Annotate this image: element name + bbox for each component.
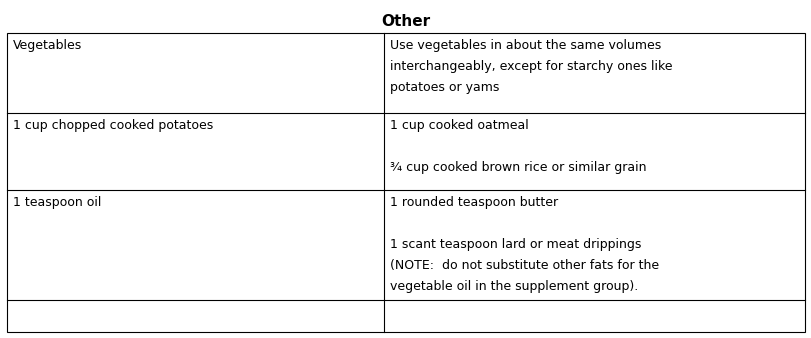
Text: 1 teaspoon oil: 1 teaspoon oil [13,196,101,209]
Text: 1 cup cooked oatmeal

¾ cup cooked brown rice or similar grain: 1 cup cooked oatmeal ¾ cup cooked brown … [389,119,646,174]
Bar [7,33,804,332]
Text: Other: Other [381,14,430,29]
Text: 1 rounded teaspoon butter

1 scant teaspoon lard or meat drippings
(NOTE:  do no: 1 rounded teaspoon butter 1 scant teaspo… [389,196,658,293]
Text: 1 cup chopped cooked potatoes: 1 cup chopped cooked potatoes [13,119,213,132]
Text: Use vegetables in about the same volumes
interchangeably, except for starchy one: Use vegetables in about the same volumes… [389,39,672,94]
Text: Vegetables: Vegetables [13,39,82,52]
